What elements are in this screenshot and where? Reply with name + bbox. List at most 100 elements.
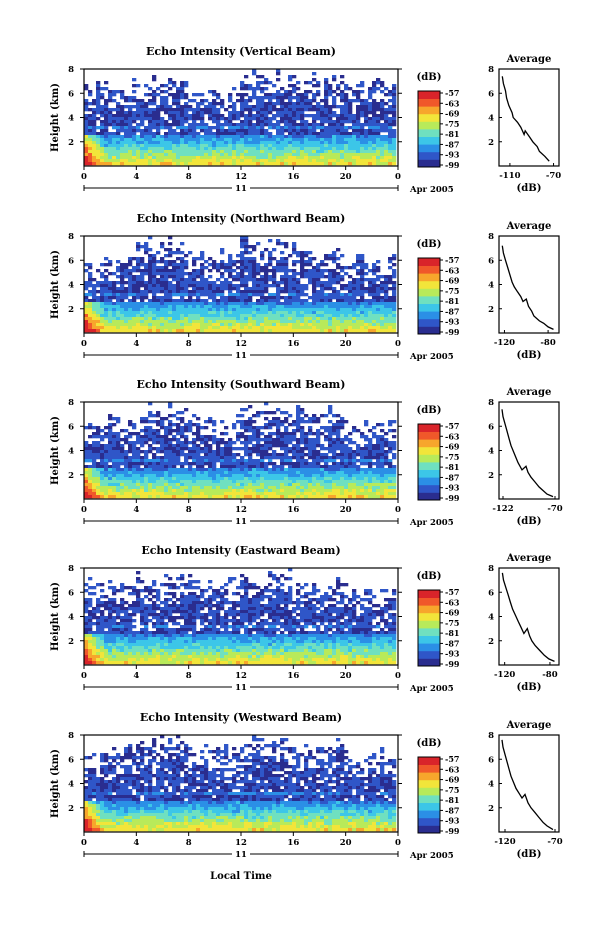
heatmap-cell [352, 320, 356, 323]
heatmap-cell [364, 138, 368, 141]
heatmap-cell [360, 329, 364, 332]
heatmap-cell [212, 462, 216, 465]
heatmap-cell [308, 429, 312, 432]
heatmap-cell [276, 114, 280, 117]
heatmap-cell [216, 129, 220, 132]
heatmap-cell [320, 269, 324, 272]
heatmap-cell [192, 278, 196, 281]
heatmap-cell [164, 296, 168, 299]
heatmap-cell [108, 483, 112, 486]
heatmap-cell [364, 314, 368, 317]
heatmap-cell [256, 278, 260, 281]
heatmap-cell [260, 254, 264, 257]
heatmap-cell [120, 453, 124, 456]
heatmap-cell [152, 156, 156, 159]
heatmap-cell [356, 290, 360, 293]
heatmap-cell [136, 305, 140, 308]
heatmap-cell [152, 468, 156, 471]
heatmap-cell [292, 438, 296, 441]
heatmap-cell [200, 153, 204, 156]
heatmap-cell [256, 293, 260, 296]
heatmap-cell [272, 144, 276, 147]
heatmap-cell [184, 495, 188, 498]
heatmap-cell [376, 260, 380, 263]
heatmap-cell [336, 93, 340, 96]
heatmap-cell [384, 314, 388, 317]
heatmap-cell [264, 78, 268, 81]
heatmap-cell [200, 123, 204, 126]
heatmap-cell [88, 272, 92, 275]
heatmap-cell [284, 120, 288, 123]
heatmap-cell [352, 141, 356, 144]
heatmap-cell [304, 489, 308, 492]
heatmap-cell [160, 489, 164, 492]
heatmap-cell [392, 111, 396, 114]
heatmap-cell [84, 162, 88, 165]
heatmap-cell [356, 293, 360, 296]
heatmap-cell [248, 272, 252, 275]
heatmap-cell [352, 138, 356, 141]
heatmap-cell [272, 156, 276, 159]
heatmap-cell [252, 438, 256, 441]
heatmap-cell [120, 311, 124, 314]
heatmap-cell [288, 284, 292, 287]
heatmap-cell [324, 126, 328, 129]
heatmap-cell [124, 290, 128, 293]
heatmap-cell [364, 99, 368, 102]
heatmap-cell [296, 326, 300, 329]
heatmap-cell [200, 293, 204, 296]
heatmap-cell [88, 150, 92, 153]
heatmap-cell [104, 299, 108, 302]
heatmap-cell [204, 153, 208, 156]
heatmap-cell [344, 311, 348, 314]
heatmap-cell [88, 465, 92, 468]
heatmap-cell [148, 153, 152, 156]
heatmap-cell [120, 459, 124, 462]
heatmap-cell [280, 492, 284, 495]
heatmap-cell [152, 117, 156, 120]
heatmap-cell [84, 135, 88, 138]
heatmap-cell [108, 260, 112, 263]
heatmap-cell [280, 150, 284, 153]
heatmap-cell [388, 111, 392, 114]
heatmap-cell [148, 314, 152, 317]
heatmap-cell [160, 438, 164, 441]
heatmap-cell [120, 93, 124, 96]
heatmap-cell [188, 320, 192, 323]
heatmap-cell [104, 162, 108, 165]
heatmap-cell [112, 117, 116, 120]
heatmap-cell [184, 162, 188, 165]
heatmap-cell [316, 147, 320, 150]
heatmap-cell [92, 459, 96, 462]
heatmap-cell [376, 153, 380, 156]
heatmap-cell [180, 93, 184, 96]
heatmap-cell [176, 453, 180, 456]
heatmap-cell [152, 308, 156, 311]
heatmap-cell [236, 489, 240, 492]
heatmap-cell [128, 290, 132, 293]
heatmap-cell [116, 111, 120, 114]
heatmap-cell [264, 444, 268, 447]
heatmap-cell [124, 275, 128, 278]
heatmap-cell [220, 299, 224, 302]
heatmap-cell [152, 78, 156, 81]
heatmap-cell [308, 260, 312, 263]
heatmap-cell [208, 311, 212, 314]
heatmap-cell [136, 471, 140, 474]
heatmap-cell [356, 147, 360, 150]
heatmap-cell [152, 138, 156, 141]
heatmap-cell [228, 314, 232, 317]
colorbar-tick-label: -75 [445, 119, 459, 129]
heatmap-cell [84, 299, 88, 302]
heatmap-cell [116, 302, 120, 305]
heatmap-cell [172, 96, 176, 99]
heatmap-cell [128, 299, 132, 302]
heatmap-cell [316, 156, 320, 159]
heatmap-cell [236, 111, 240, 114]
heatmap-cell [200, 317, 204, 320]
heatmap-cell [176, 462, 180, 465]
heatmap-cell [204, 456, 208, 459]
heatmap-cell [176, 257, 180, 260]
heatmap-cell [228, 257, 232, 260]
heatmap-cell [112, 141, 116, 144]
